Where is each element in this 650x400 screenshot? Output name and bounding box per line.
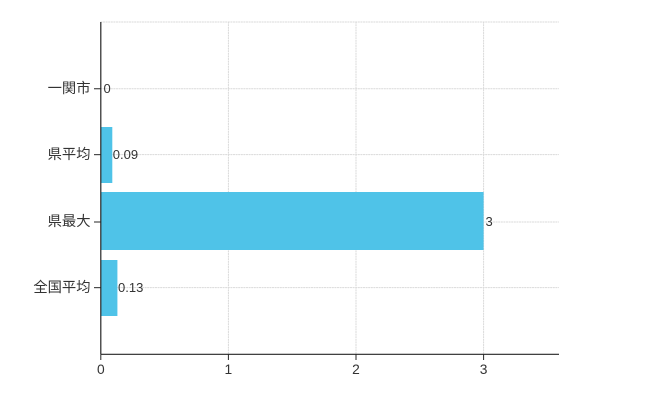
svg-text:全国平均: 全国平均 bbox=[33, 278, 90, 296]
svg-text:県平均: 県平均 bbox=[48, 146, 91, 163]
svg-text:2: 2 bbox=[352, 362, 360, 377]
svg-text:1: 1 bbox=[225, 362, 233, 377]
svg-text:3: 3 bbox=[480, 362, 488, 377]
svg-text:一関市: 一関市 bbox=[48, 80, 91, 97]
svg-text:県最大: 県最大 bbox=[48, 213, 91, 230]
svg-text:0.09: 0.09 bbox=[113, 147, 138, 162]
svg-text:3: 3 bbox=[486, 214, 493, 229]
svg-text:0.13: 0.13 bbox=[118, 280, 143, 295]
svg-text:0: 0 bbox=[97, 362, 105, 377]
svg-text:0: 0 bbox=[104, 81, 111, 96]
